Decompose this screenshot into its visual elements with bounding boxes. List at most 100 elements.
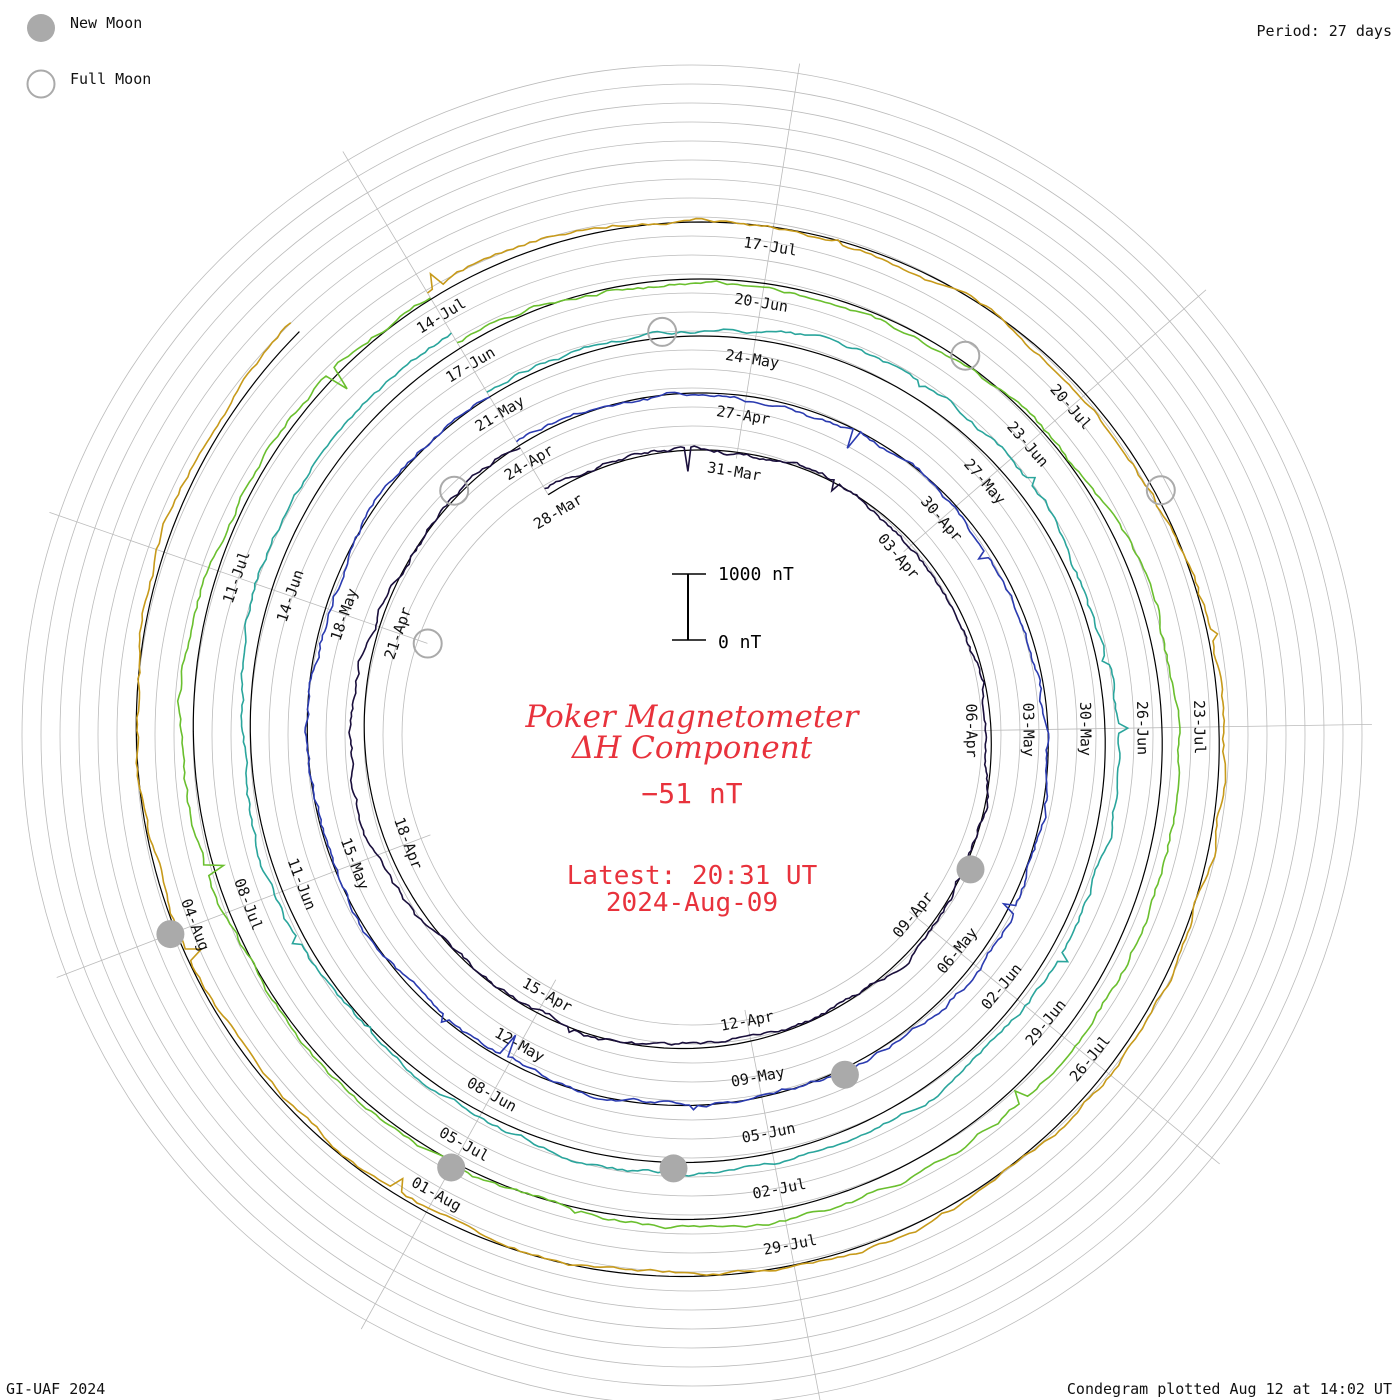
- chart-subtitle: ΔH Component: [571, 730, 813, 766]
- full-moon-marker: [412, 628, 443, 659]
- footer-credit: GI-UAF 2024: [6, 1380, 106, 1398]
- date-label: 09-May: [729, 1063, 786, 1091]
- new-moon-marker: [830, 1060, 859, 1089]
- new-moon-marker: [156, 920, 185, 949]
- grid-ring: [97, 140, 1287, 1330]
- scale-bottom-label: 0 nT: [718, 632, 762, 653]
- date-label: 17-Jul: [742, 233, 798, 259]
- grid-spoke: [360, 979, 557, 1330]
- date-label: 11-Jul: [219, 549, 254, 606]
- date-label: 30-May: [1076, 702, 1095, 756]
- scale-bar: 1000 nT 0 nT: [672, 564, 794, 653]
- grid-spoke: [49, 512, 428, 644]
- grid-ring: [325, 368, 1059, 1102]
- date-label: 14-Jun: [273, 567, 308, 624]
- grid-spoke: [342, 151, 549, 495]
- date-label: 05-Jun: [740, 1119, 797, 1147]
- baseline-loop: [192, 278, 1163, 1221]
- date-label: 31-Mar: [706, 458, 762, 484]
- new-moon-marker: [437, 1153, 466, 1182]
- date-label: 27-May: [960, 455, 1009, 508]
- grid-ring: [116, 159, 1268, 1311]
- scale-top-label: 1000 nT: [718, 564, 794, 585]
- full-moon-icon: [26, 69, 56, 99]
- latest-date: 2024-Aug-09: [606, 888, 778, 918]
- date-label: 04-Aug: [177, 896, 213, 953]
- date-label: 20-Jul: [1046, 381, 1095, 434]
- new-moon-icon: [27, 14, 55, 42]
- date-label: 18-Apr: [390, 815, 426, 872]
- grid-spoke: [735, 63, 801, 459]
- date-label: 27-Apr: [715, 402, 771, 428]
- date-label: 28-Mar: [530, 490, 586, 533]
- series-trace: [240, 328, 1130, 1177]
- footer-timestamp: Condegram plotted Aug 12 at 14:02 UT: [1066, 1380, 1392, 1398]
- grid-spoke: [56, 834, 431, 978]
- new-moon-marker: [956, 855, 985, 884]
- latest-time: Latest: 20:31 UT: [567, 861, 818, 891]
- grid-ring: [382, 425, 1002, 1045]
- series-trace: [304, 391, 1050, 1111]
- date-label: 24-May: [724, 346, 780, 372]
- date-label: 02-Jun: [977, 960, 1025, 1013]
- date-label: 26-Jun: [1133, 701, 1152, 755]
- chart-title: Poker Magnetometer: [525, 699, 861, 735]
- series-trace: [135, 217, 1227, 1277]
- full-moon-label: Full Moon: [70, 70, 152, 88]
- legend-full-moon: Full Moon: [26, 68, 226, 102]
- date-label: 03-Apr: [874, 530, 923, 583]
- date-label: 06-Apr: [962, 703, 981, 757]
- grid-spoke: [744, 1009, 821, 1400]
- date-label: 23-Jun: [1003, 418, 1052, 471]
- date-label: 02-Jul: [751, 1175, 808, 1203]
- date-label: 03-May: [1019, 703, 1038, 757]
- new-moon-marker: [659, 1154, 688, 1183]
- grid-spoke: [971, 723, 1372, 732]
- date-label: 26-Jul: [1066, 1032, 1114, 1085]
- date-label: 21-Apr: [381, 605, 416, 662]
- period-label: Period: 27 days: [1256, 22, 1392, 40]
- grid-ring: [344, 387, 1040, 1083]
- moon-markers: [156, 316, 1176, 1183]
- date-label: 20-Jun: [733, 290, 789, 316]
- date-label: 15-Apr: [519, 974, 575, 1016]
- grid-ring: [401, 444, 983, 1026]
- baseline-loop: [249, 335, 1106, 1164]
- grid-spoke: [903, 289, 1207, 552]
- date-label: 23-Jul: [1190, 700, 1209, 754]
- date-label: 29-Jul: [762, 1231, 819, 1259]
- full-moon-marker: [950, 340, 981, 371]
- legend-new-moon: New Moon: [26, 12, 226, 46]
- date-label: 30-Apr: [917, 493, 966, 546]
- grid-ring: [154, 197, 1230, 1273]
- baseline-loop: [135, 221, 1220, 1278]
- full-moon-marker: [439, 475, 470, 506]
- series-trace: [176, 280, 1181, 1230]
- date-label: 15-May: [337, 835, 373, 892]
- date-label: 12-Apr: [719, 1007, 776, 1035]
- date-label: 09-Apr: [889, 888, 937, 941]
- series-layer: [135, 217, 1227, 1278]
- grid: [21, 63, 1372, 1400]
- date-label: 08-Jul: [230, 876, 266, 933]
- new-moon-label: New Moon: [70, 14, 143, 32]
- grid-ring: [40, 83, 1344, 1387]
- grid-ring: [59, 102, 1325, 1368]
- grid-ring: [21, 64, 1363, 1400]
- grid-ring: [173, 216, 1211, 1254]
- date-label: 06-May: [933, 924, 981, 977]
- grid-ring: [78, 121, 1306, 1349]
- grid-spoke: [909, 911, 1220, 1165]
- grid-ring: [211, 254, 1173, 1216]
- current-value: −51 nT: [641, 777, 742, 810]
- date-label: 12-May: [491, 1024, 547, 1066]
- series-trace: [348, 445, 990, 1046]
- date-label: 08-Jun: [464, 1074, 520, 1116]
- date-label: 18-May: [327, 586, 362, 643]
- full-moon-marker: [1145, 475, 1176, 506]
- full-moon-marker: [647, 316, 678, 347]
- date-label: 11-Jun: [284, 855, 320, 912]
- grid-ring: [287, 330, 1097, 1140]
- grid-ring: [230, 273, 1154, 1197]
